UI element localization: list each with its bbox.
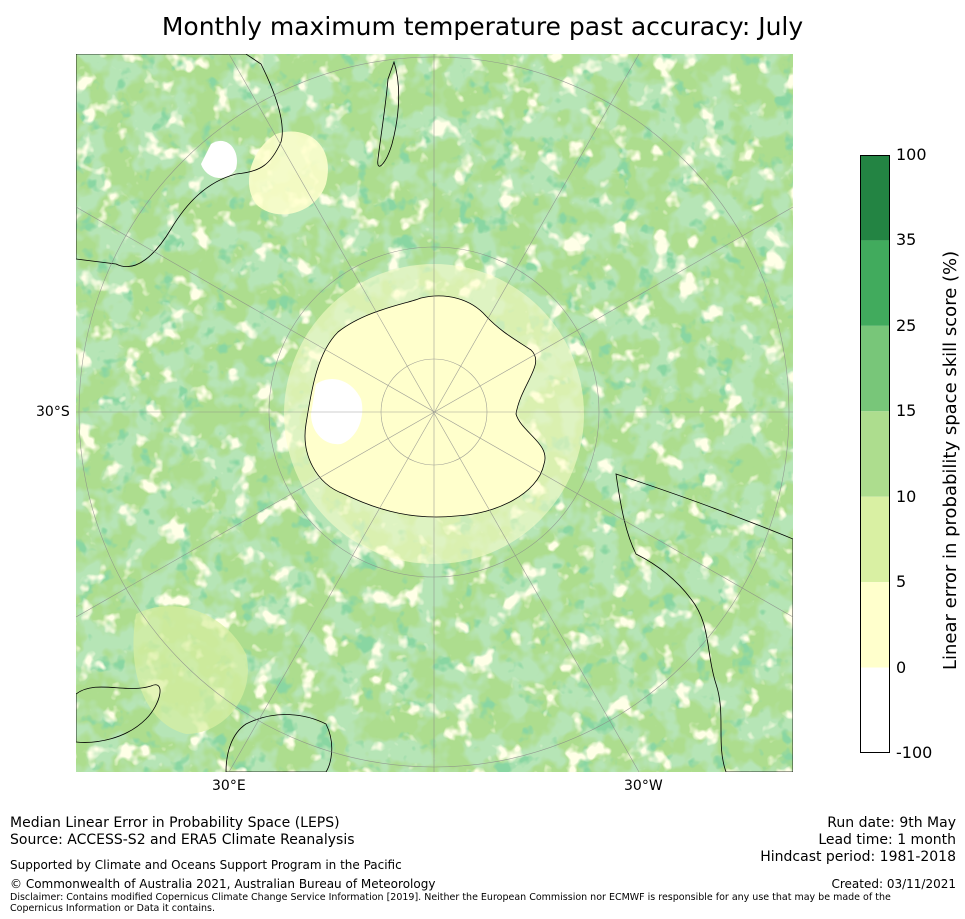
footer-supported: Supported by Climate and Oceans Support … (10, 858, 402, 872)
colorbar-bin-6 (860, 667, 890, 753)
footer-leps: Median Linear Error in Probability Space… (10, 815, 340, 831)
colorbar-tick-2: 25 (896, 315, 917, 335)
footer-copyright: © Commonwealth of Australia 2021, Austra… (10, 877, 436, 891)
run-date: Run date: 9th May (827, 815, 956, 831)
latitude-label-30s: 30°S (36, 404, 70, 420)
colorbar-bin-3 (860, 411, 890, 497)
colorbar-bin-5 (860, 582, 890, 668)
colorbar-tick-4: 10 (896, 486, 917, 506)
skill-map (76, 54, 793, 772)
colorbar-tick-6: 0 (896, 657, 907, 677)
footer-disclaimer: Disclaimer: Contains modified Copernicus… (10, 892, 891, 914)
south-america-coast (615, 473, 793, 772)
australia-coast (76, 684, 333, 772)
longitude-label-30w: 30°W (624, 778, 663, 794)
colorbar-bin-4 (860, 496, 890, 583)
created-date: Created: 03/11/2021 (831, 877, 956, 891)
longitude-label-30e: 30°E (212, 778, 246, 794)
lead-time: Lead time: 1 month (818, 832, 956, 848)
graticule (76, 54, 793, 772)
colorbar-tick-3: 15 (896, 401, 917, 421)
footer-source: Source: ACCESS-S2 and ERA5 Climate Reana… (10, 832, 355, 848)
colorbar-tick-5: 5 (896, 572, 907, 592)
colorbar-tick-1: 35 (896, 230, 917, 250)
chart-title: Monthly maximum temperature past accurac… (161, 12, 804, 41)
africa-coast (76, 54, 283, 267)
colorbar-bin-1 (860, 240, 890, 326)
colorbar-tick-7: -100 (896, 743, 933, 762)
colorbar (860, 155, 890, 753)
colorbar-tick-0: 100 (896, 145, 927, 164)
colorbar-label: Linear error in probability space skill … (940, 250, 961, 670)
madagascar (377, 60, 400, 167)
hindcast-period: Hindcast period: 1981-2018 (760, 849, 956, 865)
colorbar-bin-0 (860, 155, 890, 241)
colorbar-bin-2 (860, 325, 890, 412)
